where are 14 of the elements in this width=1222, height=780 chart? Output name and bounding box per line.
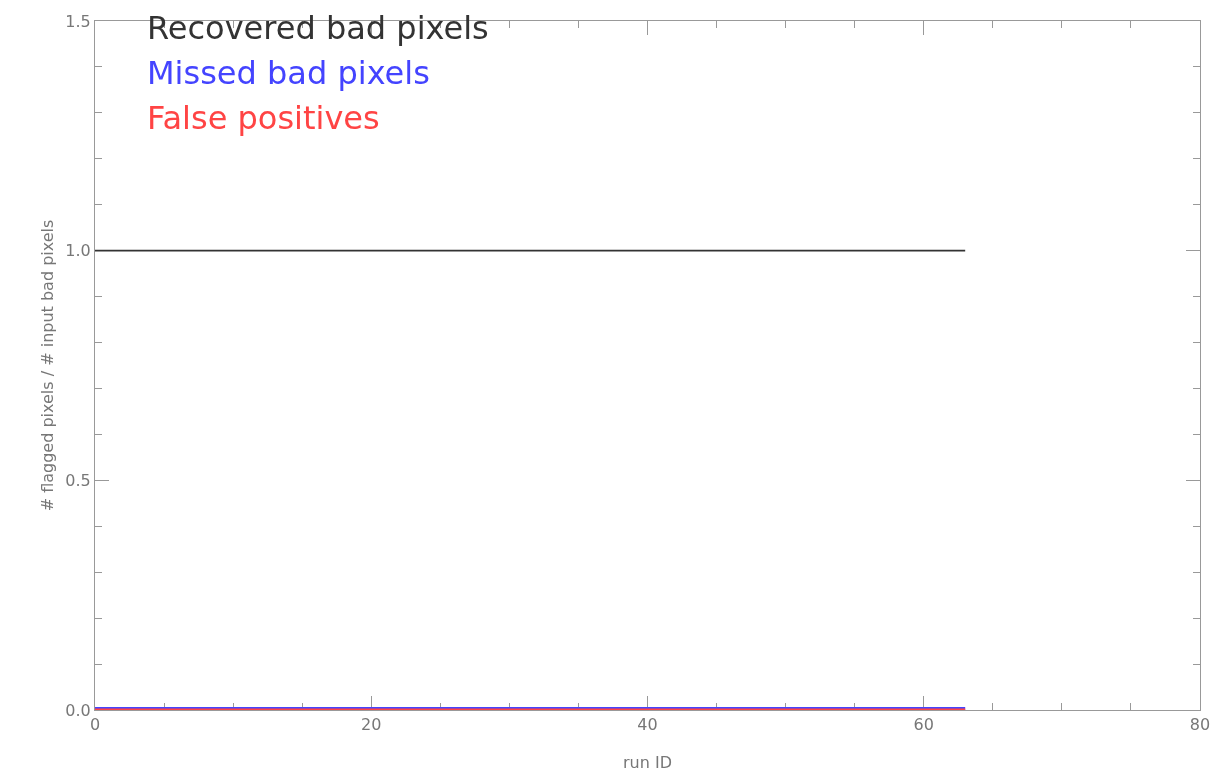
x-tick-label: 0 <box>89 715 101 735</box>
x-tick-label: 60 <box>913 715 934 735</box>
y-tick-label: 0.0 <box>65 700 91 720</box>
text: False positives <box>147 99 380 137</box>
x-tick-label: 20 <box>361 715 382 735</box>
y-tick-label: 0.5 <box>65 470 91 490</box>
text: Missed bad pixels <box>147 54 430 92</box>
x-axis-title: run ID <box>623 753 672 772</box>
y-tick-label: 1.5 <box>65 11 91 31</box>
x-tick-label: 80 <box>1189 715 1211 735</box>
y-tick-label: 1.0 <box>65 241 91 261</box>
text: Recovered bad pixels <box>147 9 489 47</box>
y-axis-title: # flagged pixels / # input bad pixels <box>38 219 57 512</box>
x-tick-label: 40 <box>637 715 658 735</box>
